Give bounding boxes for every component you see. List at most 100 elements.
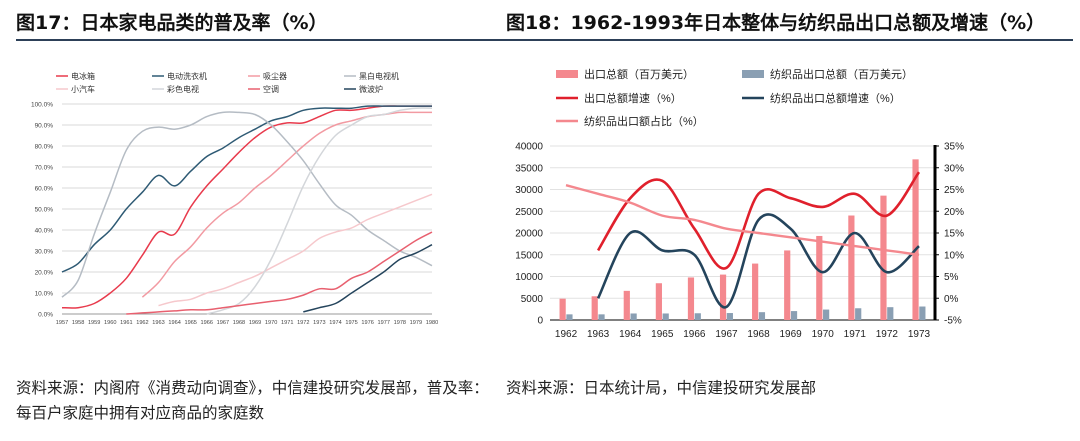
x-tick-label: 1979 bbox=[410, 320, 422, 326]
x-tick-label: 1971 bbox=[844, 329, 867, 340]
y-tick-label: 40000 bbox=[515, 142, 543, 153]
y2-tick-label: 20% bbox=[944, 207, 964, 218]
x-tick-label: 1960 bbox=[104, 320, 116, 326]
legend-label-6: 空调 bbox=[263, 84, 279, 94]
bar-0-1966 bbox=[687, 277, 695, 320]
x-tick-label: 1962 bbox=[555, 329, 578, 340]
series-line-1 bbox=[61, 105, 432, 273]
y-tick-label: 90.0% bbox=[35, 123, 54, 130]
y-tick-label: 35000 bbox=[515, 163, 543, 174]
x-tick-label: 1973 bbox=[908, 329, 931, 340]
y-tick-label: 80.0% bbox=[35, 144, 54, 151]
bar-0-1973 bbox=[912, 159, 919, 320]
title-rule-right bbox=[498, 39, 1073, 41]
y-tick-label: 20.0% bbox=[35, 270, 54, 277]
bar-1-1965 bbox=[662, 313, 669, 320]
series-line-0 bbox=[61, 105, 432, 309]
legend-swatch-1 bbox=[742, 70, 764, 78]
legend-label-4: 小汽车 bbox=[71, 84, 95, 94]
series-line-3 bbox=[61, 111, 433, 298]
x-tick-label: 1964 bbox=[619, 329, 642, 340]
series-line-6 bbox=[126, 231, 433, 315]
y-tick-label: 15000 bbox=[515, 250, 543, 261]
legend-label-5: 彩色电视 bbox=[167, 84, 199, 94]
x-tick-label: 1968 bbox=[233, 320, 245, 326]
legend-swatch-0 bbox=[556, 70, 578, 78]
y-tick-label: 20000 bbox=[515, 229, 543, 240]
bar-0-1971 bbox=[848, 215, 855, 320]
x-tick-label: 1964 bbox=[168, 320, 180, 326]
source-note-right: 资料来源：日本统计局，中信建投研究发展部 bbox=[506, 379, 817, 397]
x-tick-label: 1965 bbox=[651, 329, 674, 340]
bar-0-1967 bbox=[719, 274, 727, 320]
bar-0-1965 bbox=[655, 283, 662, 320]
chart-title-right: 图18：1962-1993年日本整体与纺织品出口总额及增速（%） bbox=[506, 12, 1046, 34]
y2-tick-label: 5% bbox=[944, 272, 959, 283]
legend-label-1: 电动洗衣机 bbox=[167, 71, 207, 81]
right-panel: 图18：1962-1993年日本整体与纺织品出口总额及增速（%） 出口总额（百万… bbox=[498, 0, 1080, 441]
x-tick-label: 1980 bbox=[426, 320, 438, 326]
legend-label-1: 纺织品出口总额（百万美元） bbox=[770, 67, 913, 81]
y-tick-label: 0.0% bbox=[38, 312, 53, 319]
series-line-2 bbox=[141, 111, 432, 298]
y-tick-label: 30000 bbox=[515, 185, 543, 196]
bar-0-1964 bbox=[623, 290, 630, 320]
left-panel: 图17：日本家电品类的普及率（%） 电冰箱 电动洗衣机 吸尘器 黑白电视机 小汽车 彩色电… bbox=[0, 0, 520, 441]
x-tick-label: 1977 bbox=[378, 320, 390, 326]
bar-1-1972 bbox=[887, 307, 894, 320]
x-tick-label: 1961 bbox=[120, 320, 132, 326]
x-tick-label: 1966 bbox=[683, 329, 706, 340]
y-tick-label: 40.0% bbox=[35, 228, 54, 235]
bar-0-1968 bbox=[752, 263, 759, 320]
x-tick-label: 1965 bbox=[184, 320, 196, 326]
x-tick-label: 1971 bbox=[281, 320, 293, 326]
x-tick-label: 1969 bbox=[780, 329, 803, 340]
bar-0-1962 bbox=[559, 298, 566, 320]
x-tick-label: 1967 bbox=[217, 320, 229, 326]
y-tick-label: 70.0% bbox=[35, 165, 54, 172]
x-tick-label: 1963 bbox=[587, 329, 610, 340]
y2-tick-label: 30% bbox=[944, 163, 964, 174]
series-line-4 bbox=[158, 193, 433, 307]
y-tick-label: 0 bbox=[537, 316, 543, 327]
series-line-3 bbox=[596, 213, 920, 309]
y2-tick-label: 15% bbox=[944, 229, 964, 240]
legend-label-4: 纺织品出口额占比（%） bbox=[584, 114, 704, 128]
legend-label-7: 微波炉 bbox=[359, 84, 383, 94]
bar-0-1972 bbox=[880, 195, 887, 320]
y-tick-label: 25000 bbox=[515, 207, 543, 218]
title-rule-left bbox=[16, 39, 502, 41]
x-tick-label: 1967 bbox=[715, 329, 738, 340]
y2-tick-label: 25% bbox=[944, 185, 964, 196]
bar-0-1969 bbox=[784, 250, 791, 320]
y-tick-label: 50.0% bbox=[35, 207, 54, 214]
y2-tick-label: 35% bbox=[944, 142, 964, 153]
x-tick-label: 1972 bbox=[297, 320, 309, 326]
x-tick-label: 1962 bbox=[136, 320, 148, 326]
y-tick-label: 5000 bbox=[521, 294, 544, 305]
x-tick-label: 1972 bbox=[876, 329, 899, 340]
legend-label-0: 电冰箱 bbox=[71, 71, 95, 81]
y2-tick-label: 10% bbox=[944, 250, 964, 261]
x-tick-label: 1970 bbox=[265, 320, 277, 326]
source-note-left: 资料来源：内阁府《消费动向调查》，中信建投研究发展部，普及率：每百户家庭中拥有对… bbox=[16, 379, 489, 422]
y2-tick-label: -5% bbox=[944, 316, 962, 327]
legend-label-3: 纺织品出口总额增速（%） bbox=[770, 91, 901, 105]
y2-tick-label: 0% bbox=[944, 294, 959, 305]
x-tick-label: 1958 bbox=[72, 320, 84, 326]
series-line-2 bbox=[596, 171, 921, 270]
bar-1-1964 bbox=[630, 313, 637, 320]
x-tick-label: 1973 bbox=[313, 320, 325, 326]
export-chart: 出口总额（百万美元） 纺织品出口总额（百万美元） 出口总额增速（%） 纺织品出口总额增… bbox=[515, 67, 964, 340]
legend-label-2: 吸尘器 bbox=[263, 71, 287, 81]
series-line-5 bbox=[206, 107, 433, 315]
legend-label-0: 出口总额（百万美元） bbox=[584, 67, 694, 81]
bar-1-1963 bbox=[598, 314, 605, 320]
bar-1-1970 bbox=[823, 309, 830, 320]
chart-title-left: 图17：日本家电品类的普及率（%） bbox=[16, 12, 328, 34]
series-line-4 bbox=[565, 184, 920, 256]
bar-1-1971 bbox=[855, 308, 862, 320]
bar-0-1963 bbox=[591, 296, 598, 320]
bar-0-1970 bbox=[816, 235, 823, 320]
